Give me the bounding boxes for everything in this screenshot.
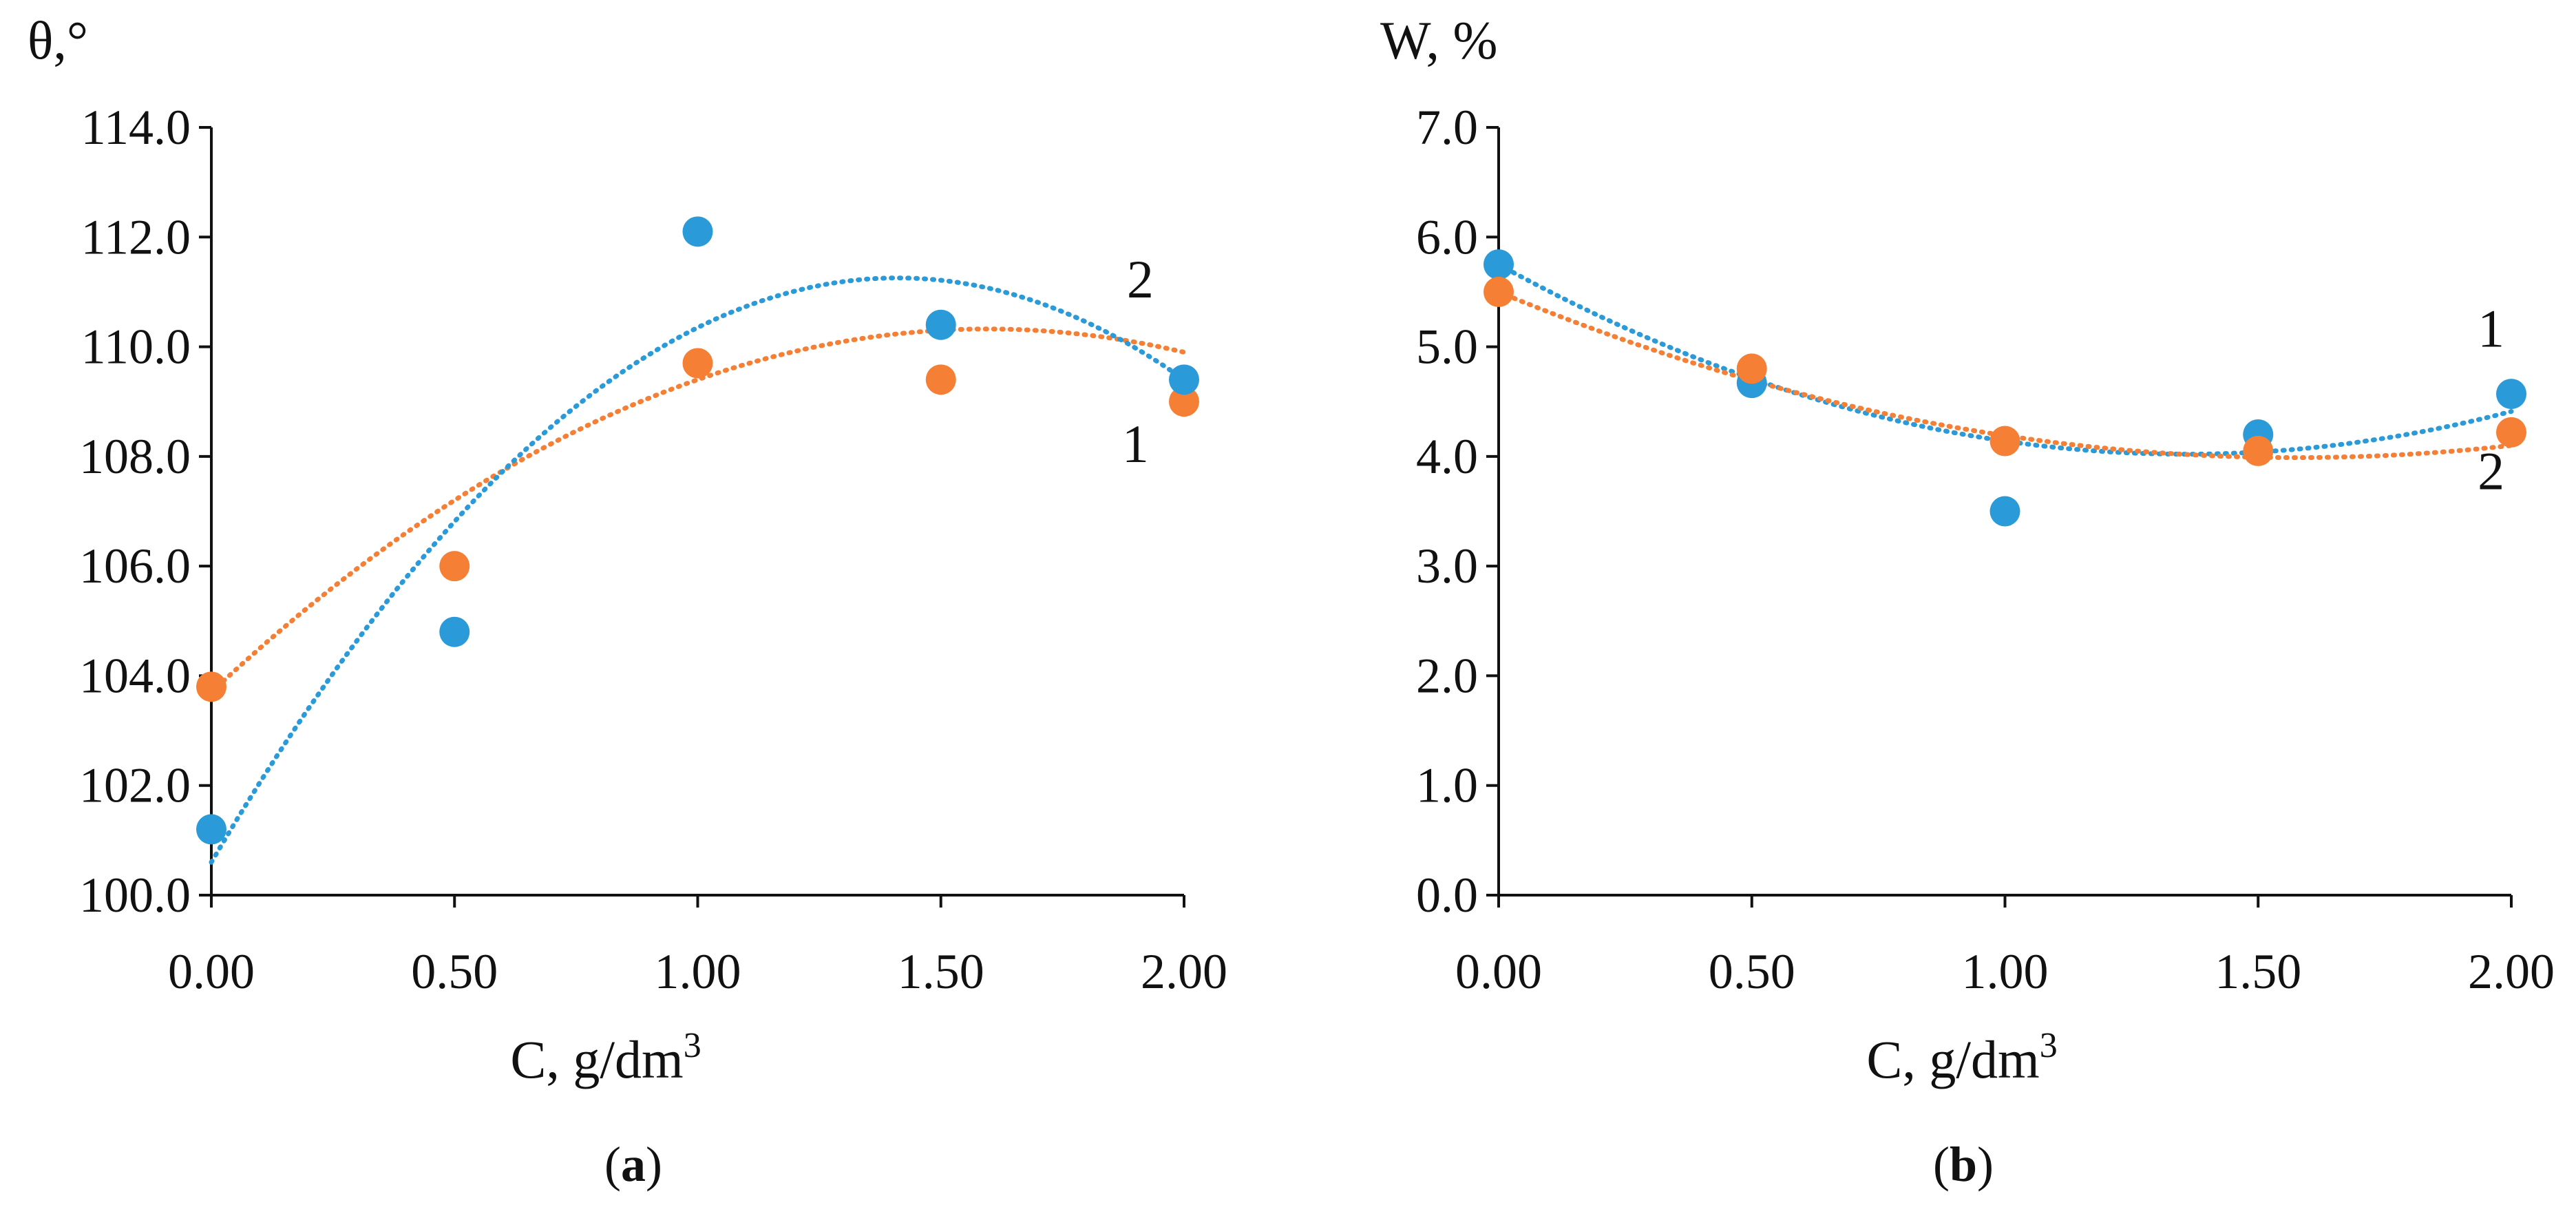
trendline-series-1 bbox=[1496, 262, 2514, 457]
panel-label-open-paren: ( bbox=[1933, 1137, 1950, 1192]
panel-label: (b) bbox=[1933, 1137, 1994, 1192]
data-point-series-2 bbox=[682, 216, 713, 247]
x-tick-label: 0.50 bbox=[411, 944, 498, 999]
y-tick-label: 106.0 bbox=[79, 538, 191, 594]
panel-label-close-paren: ) bbox=[646, 1137, 662, 1192]
y-tick-label: 1.0 bbox=[1416, 758, 1478, 813]
x-tick-label: 2.00 bbox=[1141, 944, 1227, 999]
y-tick-label: 6.0 bbox=[1416, 209, 1478, 264]
x-axis-title: C, g/dm3 bbox=[510, 1026, 701, 1089]
curve-label: 2 bbox=[1127, 249, 1154, 309]
data-point-series-1 bbox=[439, 551, 470, 582]
y-tick-label: 0.0 bbox=[1416, 868, 1478, 923]
x-tick-label: 1.00 bbox=[1962, 944, 2049, 999]
data-point-series-1 bbox=[1169, 386, 1199, 417]
x-tick-label: 1.00 bbox=[655, 944, 741, 999]
x-tick-label: 1.50 bbox=[2215, 944, 2301, 999]
panel-a-chart: 100.0 102.0 104.0 106.0 108.0 110.0 112.0 114.0… bbox=[28, 10, 1227, 1192]
x-axis-title: C, g/dm3 bbox=[1866, 1026, 2057, 1089]
data-point-series-1 bbox=[196, 671, 226, 702]
x-tick-label: 2.00 bbox=[2468, 944, 2555, 999]
panel-label-open-paren: ( bbox=[604, 1137, 621, 1192]
data-point-series-2 bbox=[1989, 426, 2020, 457]
panel-label-letter: a bbox=[621, 1137, 646, 1192]
x-axis-title-superscript: 3 bbox=[684, 1026, 701, 1065]
y-tick-label: 102.0 bbox=[79, 758, 191, 813]
data-point-series-2 bbox=[439, 616, 470, 647]
data-point-series-1 bbox=[1484, 249, 1514, 280]
data-point-series-1 bbox=[682, 348, 713, 379]
x-tick-label: 0.00 bbox=[1455, 944, 1542, 999]
y-tick-label: 4.0 bbox=[1416, 429, 1478, 484]
y-tick-label: 108.0 bbox=[79, 429, 191, 484]
y-tick-label: 110.0 bbox=[81, 319, 191, 375]
panel-b-chart: 0.0 1.0 2.0 3.0 4.0 5.0 6.0 7.0 0.00 0.50 1.00 1.50… bbox=[1380, 10, 2555, 1192]
x-axis-title-text: C, g/dm bbox=[1866, 1029, 2039, 1089]
x-tick-label: 0.50 bbox=[1709, 944, 1795, 999]
x-axis-title-superscript: 3 bbox=[2040, 1026, 2058, 1065]
curve-label: 2 bbox=[2478, 441, 2504, 501]
y-tick-label: 5.0 bbox=[1416, 319, 1478, 375]
y-tick-label: 100.0 bbox=[79, 868, 191, 923]
curve-label: 1 bbox=[2478, 299, 2504, 359]
data-point-series-2 bbox=[1169, 364, 1199, 395]
x-tick-label: 1.50 bbox=[898, 944, 984, 999]
data-point-series-2 bbox=[196, 814, 226, 845]
panel-label-letter: b bbox=[1950, 1137, 1977, 1192]
data-point-series-1 bbox=[2496, 379, 2526, 410]
y-tick-label: 112.0 bbox=[81, 209, 191, 264]
data-point-series-2 bbox=[1484, 276, 1514, 307]
y-axis-title: W, % bbox=[1380, 10, 1497, 70]
trendline-series-1 bbox=[209, 326, 1187, 695]
y-tick-label: 2.0 bbox=[1416, 648, 1478, 703]
data-point-series-2 bbox=[2496, 417, 2526, 448]
y-tick-label: 104.0 bbox=[79, 648, 191, 703]
panel-label-close-paren: ) bbox=[1977, 1137, 1994, 1192]
y-tick-label: 114.0 bbox=[81, 100, 191, 155]
x-tick-label: 0.00 bbox=[168, 944, 255, 999]
y-tick-label: 7.0 bbox=[1416, 100, 1478, 155]
x-axis-title-text: C, g/dm bbox=[510, 1029, 683, 1089]
y-axis-title: θ,° bbox=[28, 10, 88, 70]
data-point-series-1 bbox=[1989, 496, 2020, 527]
data-point-series-2 bbox=[1736, 353, 1767, 384]
data-point-series-2 bbox=[2243, 435, 2274, 466]
panel-label: (a) bbox=[604, 1137, 662, 1192]
data-point-series-2 bbox=[925, 309, 956, 340]
y-tick-label: 3.0 bbox=[1416, 538, 1478, 594]
data-point-series-1 bbox=[925, 364, 956, 395]
trendline-series-2 bbox=[209, 275, 1187, 865]
curve-label: 1 bbox=[1122, 414, 1149, 474]
